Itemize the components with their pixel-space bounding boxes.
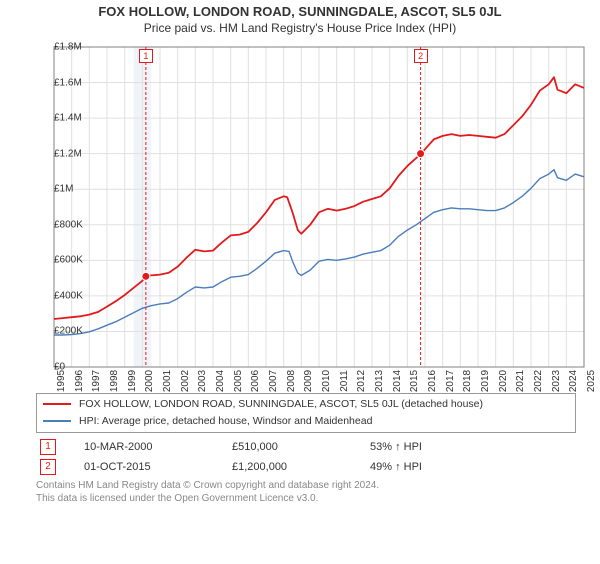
y-tick-label: £400K: [54, 290, 58, 301]
x-tick-label: 2022: [531, 370, 544, 392]
x-tick-label: 2013: [372, 370, 385, 392]
x-tick-label: 2001: [160, 370, 173, 392]
y-tick-label: £1.4M: [54, 113, 58, 124]
chart-container: £0£200K£400K£600K£800K£1M£1.2M£1.4M£1.6M…: [10, 39, 590, 389]
x-tick-label: 2002: [178, 370, 191, 392]
transaction-marker: 2: [414, 49, 428, 63]
footer-line-2: This data is licensed under the Open Gov…: [36, 492, 576, 505]
y-tick-label: £1.6M: [54, 77, 58, 88]
y-tick-label: £600K: [54, 255, 58, 266]
x-tick-label: 2019: [478, 370, 491, 392]
attribution-footer: Contains HM Land Registry data © Crown c…: [36, 479, 576, 505]
legend-swatch: [43, 403, 71, 405]
legend-item: HPI: Average price, detached house, Wind…: [43, 413, 569, 430]
page-title: FOX HOLLOW, LONDON ROAD, SUNNINGDALE, AS…: [0, 4, 600, 19]
x-tick-label: 2000: [142, 370, 155, 392]
x-tick-label: 2008: [284, 370, 297, 392]
x-tick-label: 2004: [213, 370, 226, 392]
x-tick-label: 2017: [443, 370, 456, 392]
price-chart: [10, 39, 590, 389]
x-tick-label: 2018: [460, 370, 473, 392]
x-tick-label: 2005: [231, 370, 244, 392]
y-tick-label: £800K: [54, 219, 58, 230]
x-tick-label: 2016: [425, 370, 438, 392]
transaction-marker: 1: [139, 49, 153, 63]
legend-label: FOX HOLLOW, LONDON ROAD, SUNNINGDALE, AS…: [79, 396, 483, 413]
transaction-date: 10-MAR-2000: [80, 437, 228, 457]
legend-label: HPI: Average price, detached house, Wind…: [79, 413, 372, 430]
legend: FOX HOLLOW, LONDON ROAD, SUNNINGDALE, AS…: [36, 393, 576, 433]
legend-swatch: [43, 420, 71, 422]
x-tick-label: 1995: [54, 370, 67, 392]
transaction-number-box: 1: [40, 439, 56, 455]
x-tick-label: 2025: [584, 370, 597, 392]
x-tick-label: 2021: [513, 370, 526, 392]
transactions-table: 1 10-MAR-2000£510,00053% ↑ HPI 2 01-OCT-201…: [36, 437, 576, 477]
x-tick-label: 2011: [337, 370, 350, 392]
x-tick-label: 2003: [195, 370, 208, 392]
x-tick-label: 2010: [319, 370, 332, 392]
legend-item: FOX HOLLOW, LONDON ROAD, SUNNINGDALE, AS…: [43, 396, 569, 413]
transaction-row: 1 10-MAR-2000£510,00053% ↑ HPI: [36, 437, 576, 457]
transaction-vs-hpi: 49% ↑ HPI: [366, 457, 576, 477]
x-tick-label: 2015: [407, 370, 420, 392]
transaction-price: £1,200,000: [228, 457, 366, 477]
transaction-number-box: 2: [40, 459, 56, 475]
x-tick-label: 2024: [566, 370, 579, 392]
y-tick-label: £1.2M: [54, 148, 58, 159]
x-tick-label: 1999: [125, 370, 138, 392]
x-tick-label: 2020: [496, 370, 509, 392]
page-subtitle: Price paid vs. HM Land Registry's House …: [0, 21, 600, 35]
x-tick-label: 1996: [72, 370, 85, 392]
transaction-vs-hpi: 53% ↑ HPI: [366, 437, 576, 457]
y-tick-label: £1.8M: [54, 42, 58, 53]
x-tick-label: 2012: [354, 370, 367, 392]
footer-line-1: Contains HM Land Registry data © Crown c…: [36, 479, 576, 492]
x-tick-label: 2007: [266, 370, 279, 392]
x-tick-label: 2009: [301, 370, 314, 392]
x-tick-label: 1998: [107, 370, 120, 392]
x-tick-label: 2023: [549, 370, 562, 392]
x-tick-label: 1997: [89, 370, 102, 392]
transaction-row: 2 01-OCT-2015£1,200,00049% ↑ HPI: [36, 457, 576, 477]
transaction-date: 01-OCT-2015: [80, 457, 228, 477]
y-tick-label: £1M: [54, 184, 58, 195]
x-tick-label: 2006: [248, 370, 261, 392]
x-tick-label: 2014: [390, 370, 403, 392]
transaction-price: £510,000: [228, 437, 366, 457]
y-tick-label: £200K: [54, 326, 58, 337]
